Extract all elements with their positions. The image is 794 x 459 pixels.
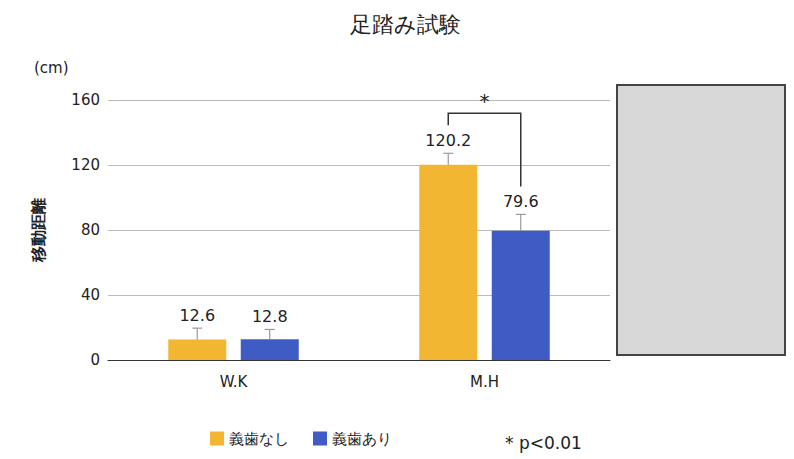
svg-text:0: 0 (90, 351, 100, 369)
svg-text:12.8: 12.8 (252, 307, 288, 326)
svg-text:120: 120 (71, 156, 100, 174)
svg-text:*: * (480, 89, 490, 113)
svg-text:義歯あり: 義歯あり (332, 430, 392, 448)
svg-text:移動距離: 移動距離 (29, 198, 48, 263)
svg-text:(cm): (cm) (34, 59, 69, 77)
svg-text:W.K: W.K (220, 373, 249, 391)
svg-text:M.H: M.H (470, 373, 499, 391)
svg-text:40: 40 (81, 286, 100, 304)
svg-text:80: 80 (81, 221, 100, 239)
svg-text:120.2: 120.2 (425, 131, 471, 150)
svg-text:79.6: 79.6 (503, 192, 539, 211)
svg-text:* p<0.01: * p<0.01 (505, 433, 582, 453)
svg-text:12.6: 12.6 (179, 306, 215, 325)
svg-text:義歯なし: 義歯なし (229, 430, 289, 448)
svg-text:足踏み試験: 足踏み試験 (350, 12, 461, 37)
svg-text:160: 160 (71, 91, 100, 109)
